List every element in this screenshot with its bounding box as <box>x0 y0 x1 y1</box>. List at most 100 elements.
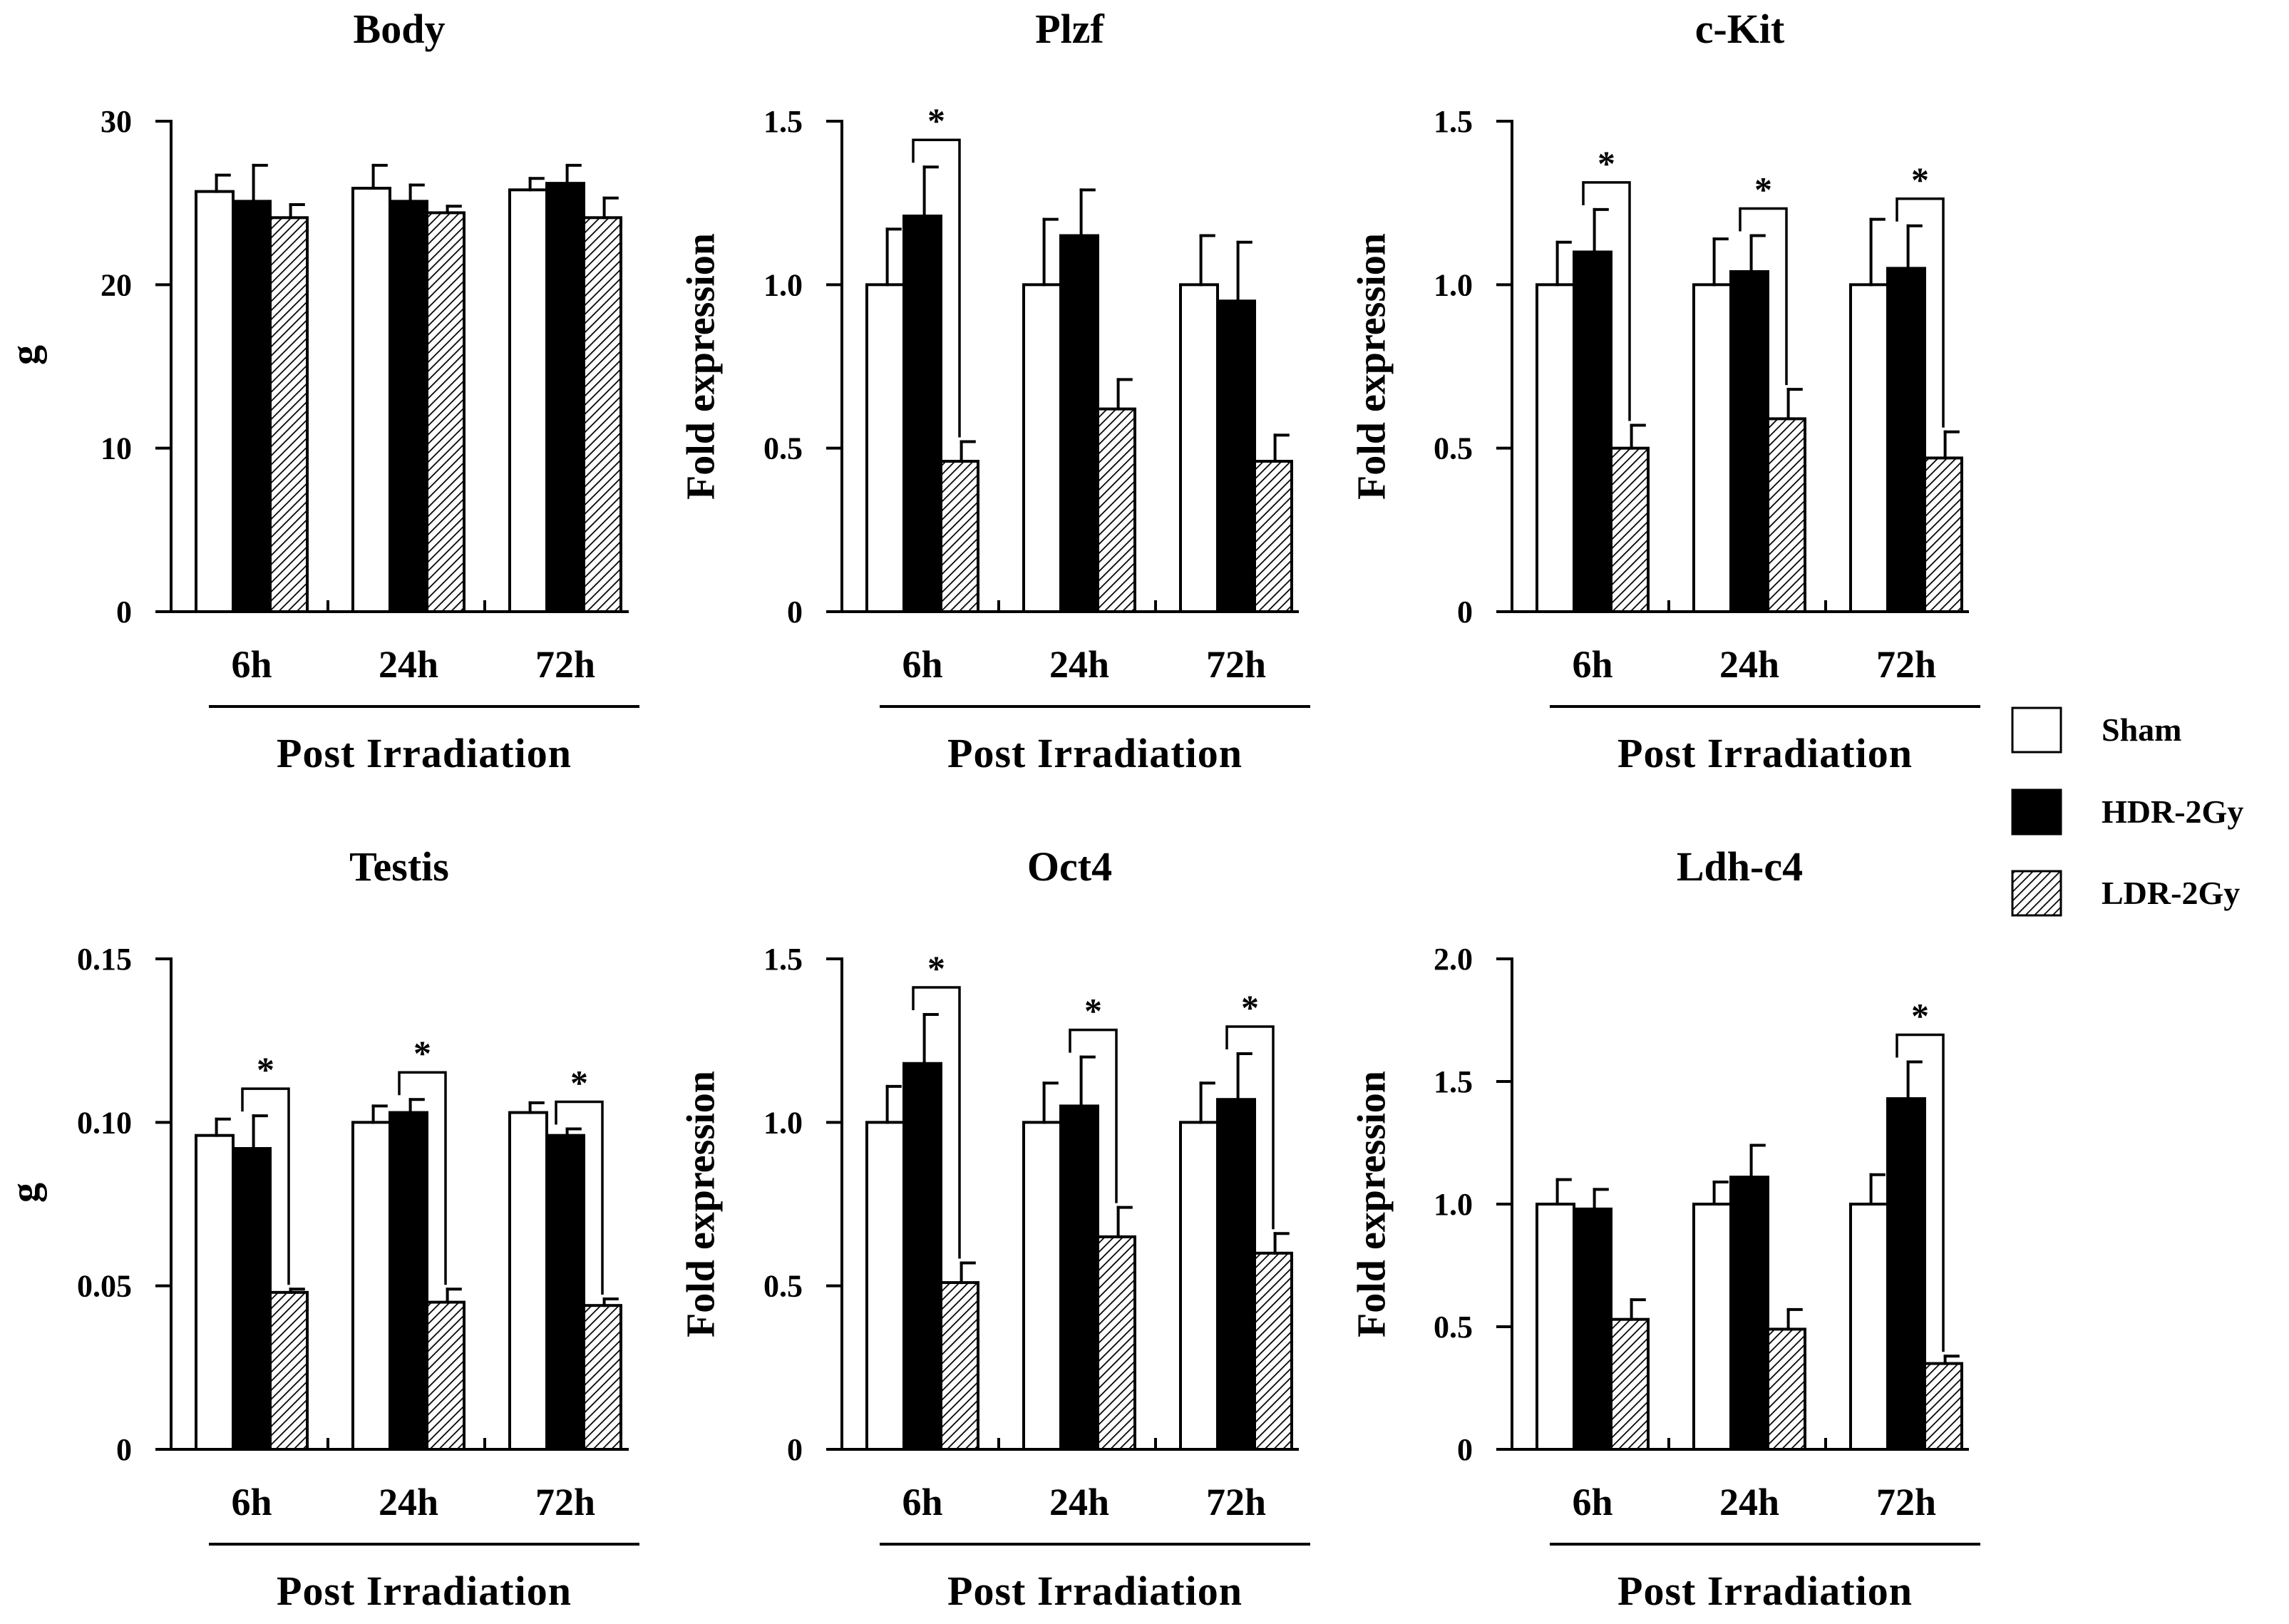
bar-sham <box>351 1121 391 1451</box>
significance-star: * <box>1911 160 1929 200</box>
significance-star: * <box>1754 170 1772 210</box>
y-tick-label: 20 <box>101 267 132 302</box>
chart-panel-oct4: Oct4 Fold expression 0 0.5 1.0 1.5 6h 24h 72h * * *… <box>679 843 1310 1614</box>
significance-bracket <box>1739 207 1788 386</box>
x-tick-label: 6h <box>902 643 942 686</box>
significance-bracket <box>912 138 961 438</box>
significance-bracket <box>398 1071 447 1285</box>
bar-ldr-2gy <box>1253 460 1293 613</box>
y-tick-label: 0.05 <box>77 1269 132 1304</box>
x-tick-label: 6h <box>231 643 272 686</box>
bar-sham <box>508 188 548 613</box>
x-axis-label: Post Irradiation <box>1617 730 1913 776</box>
bar-sham <box>1849 1203 1889 1451</box>
x-tick-label: 24h <box>1049 643 1109 686</box>
chart-panels: Body g 0 10 20 30 6h 24h 72h Post Irradiation Plzf… <box>4 6 1980 1614</box>
y-tick-label: 0.15 <box>77 942 132 977</box>
significance-star: * <box>257 1049 274 1089</box>
x-axis-label: Post Irradiation <box>947 1568 1243 1614</box>
bar-sham <box>1179 1121 1219 1451</box>
bar-sham <box>351 187 391 613</box>
x-tick-label: 72h <box>1876 1481 1936 1523</box>
y-tick-label: 1.5 <box>763 104 803 139</box>
y-tick-label: 10 <box>101 431 132 466</box>
x-tick-label: 72h <box>535 1481 595 1523</box>
significance-star: * <box>1241 987 1259 1027</box>
x-tick-label: 24h <box>1719 643 1779 686</box>
bar-ldr-2gy <box>940 1281 979 1451</box>
y-axis-label: Fold expression <box>679 1071 724 1337</box>
bar-ldr-2gy <box>1610 446 1650 614</box>
bar-hdr-2gy <box>902 1062 942 1451</box>
legend-swatch-ldr-2gy <box>2011 870 2062 917</box>
y-tick-label: 1.5 <box>763 942 803 977</box>
bar-ldr-2gy <box>940 460 979 613</box>
x-axis-label: Post Irradiation <box>1617 1568 1913 1614</box>
bar-ldr-2gy <box>426 211 465 613</box>
bar-sham <box>1022 283 1062 613</box>
bar-ldr-2gy <box>1766 1327 1806 1451</box>
x-tick-label: 72h <box>1206 1481 1266 1523</box>
x-tick-label: 24h <box>1719 1481 1779 1523</box>
bar-hdr-2gy <box>1216 299 1256 613</box>
y-tick-label: 0 <box>116 1432 132 1467</box>
bar-hdr-2gy <box>1059 234 1099 613</box>
bar-ldr-2gy <box>269 1290 309 1451</box>
y-axis-label: g <box>4 1183 48 1203</box>
bar-ldr-2gy <box>1610 1317 1650 1451</box>
y-tick-label: 1.5 <box>1434 104 1473 139</box>
y-tick-label: 30 <box>101 104 132 139</box>
bar-sham <box>1022 1121 1062 1451</box>
bar-sham <box>195 1134 235 1451</box>
chart-title: Testis <box>349 843 449 890</box>
bar-sham <box>1692 283 1732 613</box>
bar-ldr-2gy <box>1253 1251 1293 1451</box>
bar-hdr-2gy <box>1059 1104 1099 1451</box>
significance-star: * <box>413 1033 431 1073</box>
bar-hdr-2gy <box>1886 267 1926 613</box>
x-tick-label: 72h <box>1876 643 1936 686</box>
x-tick-label: 72h <box>1206 643 1266 686</box>
y-tick-label: 0 <box>787 595 803 629</box>
legend-swatch-hdr-2gy <box>2011 788 2062 836</box>
chart-panel-ldh-c4: Ldh-c4 Fold expression 0 0.5 1.0 1.5 2.0 6h 24h 7… <box>1350 843 1980 1614</box>
significance-bracket <box>241 1087 290 1285</box>
y-tick-label: 1.0 <box>763 267 803 302</box>
x-axis-label: Post Irradiation <box>277 730 572 776</box>
bar-hdr-2gy <box>1573 1207 1612 1451</box>
significance-star: * <box>1084 991 1102 1031</box>
bar-hdr-2gy <box>545 1134 585 1451</box>
x-axis-label: Post Irradiation <box>277 1568 572 1614</box>
bar-sham <box>1692 1203 1732 1451</box>
y-axis-label: g <box>4 345 48 365</box>
bar-sham <box>865 1121 905 1451</box>
bar-sham <box>1179 283 1219 613</box>
bar-hdr-2gy <box>1729 269 1769 613</box>
bar-ldr-2gy <box>426 1300 465 1451</box>
chart-title: Plzf <box>1035 6 1104 52</box>
bar-hdr-2gy <box>1886 1097 1926 1451</box>
y-tick-label: 0.5 <box>763 431 803 466</box>
legend-swatch-sham <box>2011 706 2062 754</box>
significance-bracket <box>1069 1028 1118 1203</box>
y-tick-label: 0 <box>1457 1432 1473 1467</box>
y-tick-label: 0 <box>787 1432 803 1467</box>
bar-hdr-2gy <box>232 1147 272 1451</box>
bar-ldr-2gy <box>1096 1235 1136 1451</box>
significance-star: * <box>1598 143 1615 183</box>
y-tick-label: 0.5 <box>1434 1310 1473 1345</box>
legend-label-sham: Sham <box>2102 711 2181 748</box>
bar-ldr-2gy <box>1096 407 1136 613</box>
significance-bracket <box>1896 1033 1945 1352</box>
chart-title: Body <box>354 6 446 52</box>
bar-ldr-2gy <box>1923 456 1963 614</box>
x-tick-label: 6h <box>1572 643 1612 686</box>
chart-title: c-Kit <box>1695 6 1785 52</box>
y-axis-label: Fold expression <box>679 233 724 500</box>
significance-bracket <box>555 1100 604 1295</box>
y-tick-label: 1.0 <box>763 1105 803 1140</box>
significance-star: * <box>927 101 945 140</box>
bar-ldr-2gy <box>1923 1362 1963 1451</box>
bar-ldr-2gy <box>582 216 622 614</box>
y-tick-label: 0.5 <box>763 1269 803 1304</box>
